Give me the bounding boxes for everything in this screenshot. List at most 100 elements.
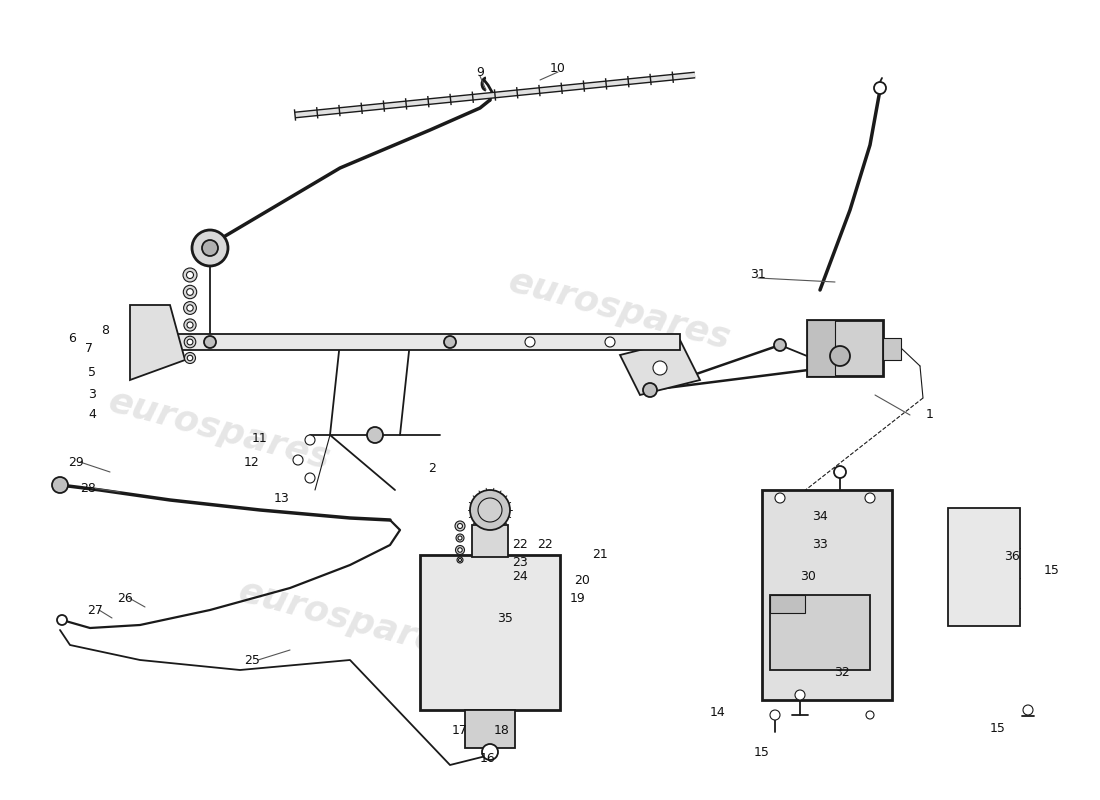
Circle shape: [187, 322, 194, 328]
Circle shape: [644, 384, 656, 396]
Circle shape: [605, 337, 615, 347]
Circle shape: [456, 557, 463, 563]
Text: 14: 14: [711, 706, 726, 718]
Circle shape: [1023, 705, 1033, 715]
Text: 15: 15: [1044, 563, 1060, 577]
Circle shape: [187, 305, 194, 311]
Text: eurospares: eurospares: [106, 384, 334, 476]
Text: 8: 8: [101, 323, 109, 337]
Circle shape: [185, 353, 196, 363]
Circle shape: [525, 337, 535, 347]
Circle shape: [770, 710, 780, 720]
Bar: [465, 710, 515, 748]
Text: 31: 31: [750, 267, 766, 281]
Text: 30: 30: [800, 570, 816, 582]
Circle shape: [446, 337, 455, 347]
Text: 34: 34: [812, 510, 828, 522]
Text: 21: 21: [592, 547, 608, 561]
Text: 24: 24: [513, 570, 528, 582]
Text: 36: 36: [1004, 550, 1020, 562]
Circle shape: [458, 523, 462, 529]
Circle shape: [184, 336, 196, 348]
Text: 11: 11: [252, 431, 268, 445]
Text: 23: 23: [513, 555, 528, 569]
Text: 5: 5: [88, 366, 96, 379]
Circle shape: [478, 498, 502, 522]
Circle shape: [305, 435, 315, 445]
Text: 22: 22: [513, 538, 528, 550]
Bar: [770, 595, 870, 670]
Text: 26: 26: [117, 591, 133, 605]
Text: 25: 25: [244, 654, 260, 666]
Circle shape: [653, 361, 667, 375]
Circle shape: [192, 230, 228, 266]
Circle shape: [830, 346, 850, 366]
Bar: [807, 320, 883, 376]
Circle shape: [455, 546, 464, 554]
Bar: [472, 525, 508, 557]
Text: 28: 28: [80, 482, 96, 494]
Bar: [155, 334, 680, 350]
Circle shape: [305, 473, 315, 483]
Text: 1: 1: [926, 409, 934, 422]
Text: 35: 35: [497, 611, 513, 625]
Circle shape: [455, 521, 465, 531]
Text: 4: 4: [88, 409, 96, 422]
Text: 9: 9: [476, 66, 484, 78]
Circle shape: [57, 615, 67, 625]
Circle shape: [470, 490, 510, 530]
Text: 3: 3: [88, 389, 96, 402]
Bar: [770, 595, 805, 613]
Text: 13: 13: [274, 491, 290, 505]
Text: 22: 22: [537, 538, 553, 550]
Text: 7: 7: [85, 342, 94, 354]
Circle shape: [795, 690, 805, 700]
Circle shape: [184, 302, 197, 314]
Circle shape: [865, 493, 874, 503]
Circle shape: [774, 339, 786, 351]
Polygon shape: [130, 305, 185, 380]
Circle shape: [444, 336, 456, 348]
Circle shape: [187, 355, 192, 361]
Circle shape: [183, 268, 197, 282]
Circle shape: [184, 319, 196, 331]
Bar: [807, 320, 835, 376]
Bar: [948, 508, 1020, 626]
Circle shape: [866, 711, 874, 719]
Circle shape: [367, 427, 383, 443]
Circle shape: [644, 383, 657, 397]
Circle shape: [458, 548, 462, 552]
Bar: [883, 338, 901, 360]
Text: 32: 32: [834, 666, 850, 678]
Text: 10: 10: [550, 62, 565, 74]
Circle shape: [293, 455, 303, 465]
Circle shape: [187, 289, 194, 295]
Circle shape: [482, 744, 498, 760]
Text: 18: 18: [494, 723, 510, 737]
Text: 27: 27: [87, 603, 103, 617]
Circle shape: [52, 477, 68, 493]
Text: 20: 20: [574, 574, 590, 586]
Bar: [420, 555, 560, 710]
Text: 17: 17: [452, 723, 468, 737]
Circle shape: [874, 82, 886, 94]
Circle shape: [187, 339, 192, 345]
Bar: [762, 490, 892, 700]
Text: 33: 33: [812, 538, 828, 550]
Circle shape: [187, 271, 194, 278]
Circle shape: [204, 336, 216, 348]
Text: 29: 29: [68, 455, 84, 469]
Text: 2: 2: [428, 462, 436, 474]
Circle shape: [184, 286, 197, 298]
Circle shape: [185, 337, 195, 347]
Text: 6: 6: [68, 331, 76, 345]
Circle shape: [834, 466, 846, 478]
Text: 15: 15: [755, 746, 770, 758]
Polygon shape: [620, 340, 700, 395]
Text: eurospares: eurospares: [235, 574, 465, 666]
Text: 12: 12: [244, 455, 260, 469]
Circle shape: [776, 493, 785, 503]
Circle shape: [456, 534, 464, 542]
Text: eurospares: eurospares: [505, 264, 735, 356]
Text: 15: 15: [990, 722, 1005, 734]
